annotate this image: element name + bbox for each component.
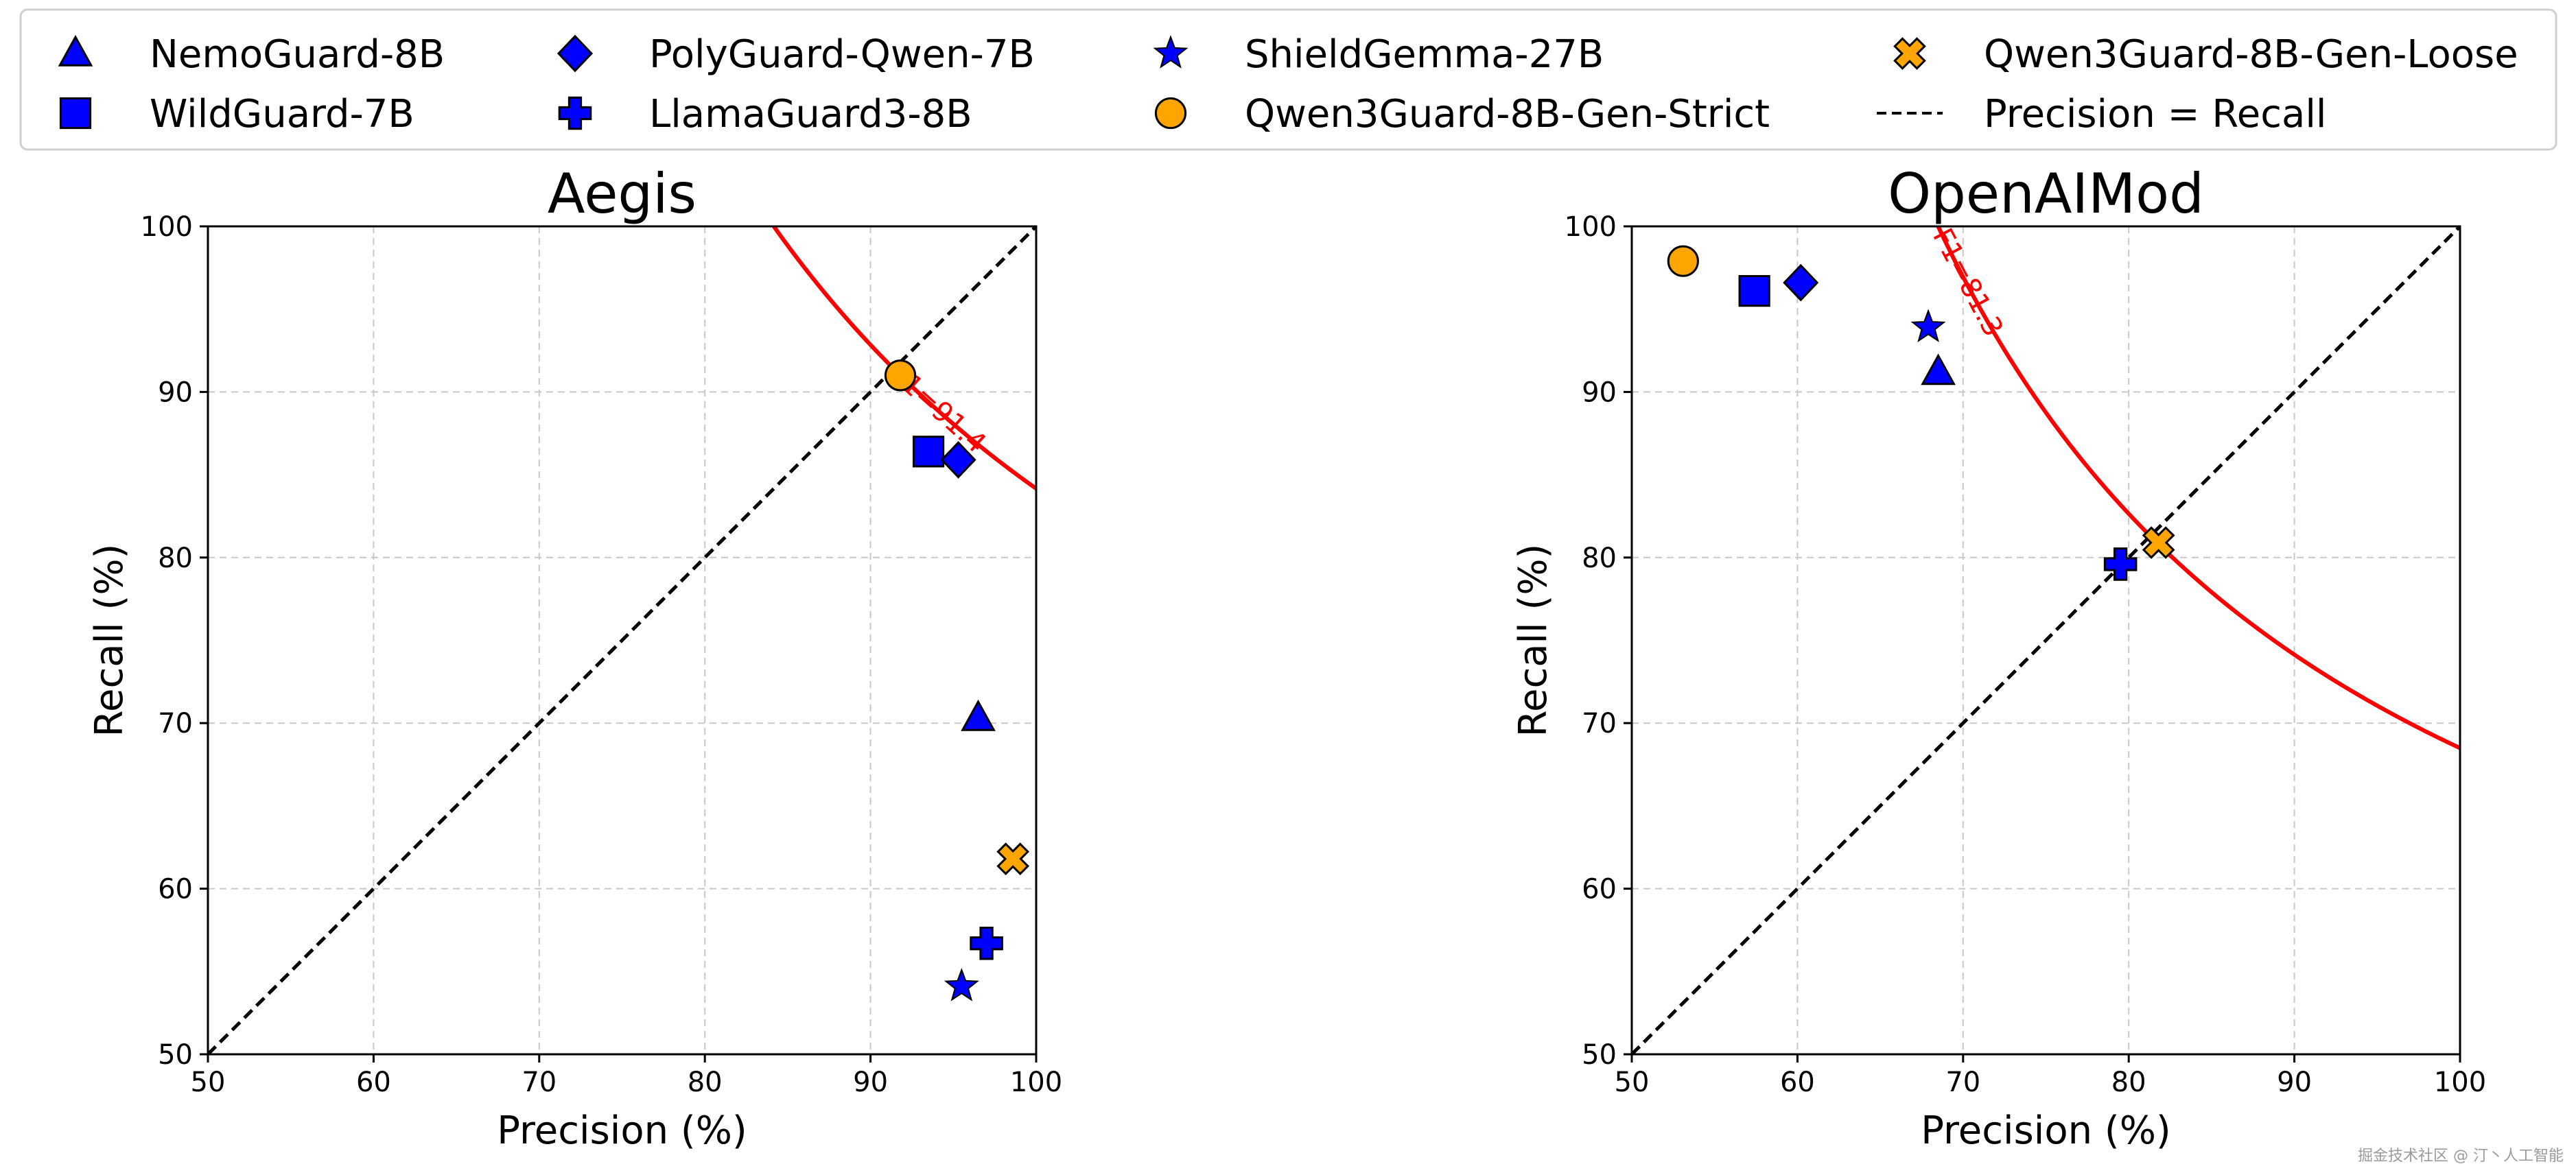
square-marker-icon bbox=[59, 97, 92, 130]
y-tick-label: 50 bbox=[158, 1039, 193, 1071]
y-axis-label: Recall (%) bbox=[1511, 544, 1556, 737]
x-tick-label: 100 bbox=[2434, 1067, 2486, 1098]
point-shieldgemma-27b bbox=[1910, 309, 1946, 342]
legend-item-qwen3guard-8b-gen-loose: Qwen3Guard-8B-Gen-Loose bbox=[1893, 32, 2518, 77]
chart-title: Aegis bbox=[548, 162, 696, 226]
f1-curve bbox=[771, 226, 1036, 490]
x-tick-label: 50 bbox=[1615, 1067, 1650, 1098]
legend-label: LlamaGuard3-8B bbox=[649, 92, 972, 137]
x-tick-label: 50 bbox=[191, 1067, 226, 1098]
plots: F1=91.450 60 70 80 90 1005060708090100AegisPr… bbox=[87, 162, 2486, 1153]
x-marker-icon bbox=[1893, 37, 1926, 70]
legend-item-nemoguard-8b: NemoGuard-8B bbox=[58, 32, 445, 77]
x-tick-label: 100 bbox=[1010, 1067, 1062, 1098]
f1-curve bbox=[1936, 226, 2460, 750]
point-qwen3guard-8b-gen-loose bbox=[2142, 526, 2175, 559]
y-tick-label: 100 bbox=[1565, 211, 1617, 243]
x-tick-label: 70 bbox=[522, 1067, 557, 1098]
watermark: 掘金技术社区 @ 汀丶人工智能 bbox=[2358, 1148, 2564, 1165]
plus-marker-icon bbox=[558, 96, 592, 130]
chart-title: OpenAIMod bbox=[1888, 162, 2204, 226]
diamond-marker-icon bbox=[557, 34, 594, 73]
plot-frame bbox=[1630, 225, 2461, 1056]
point-qwen3guard-8b-gen-strict bbox=[1667, 245, 1699, 277]
point-polyguard-qwen-7b bbox=[940, 440, 976, 479]
y-tick-label: 70 bbox=[1582, 708, 1617, 739]
legend-label: PolyGuard-Qwen-7B bbox=[649, 32, 1035, 77]
point-llamaguard3-8b bbox=[2103, 547, 2138, 581]
legend-item-llamaguard3-8b: LlamaGuard3-8B bbox=[558, 92, 972, 137]
point-llamaguard3-8b bbox=[970, 926, 1003, 960]
point-nemoguard-8b bbox=[1921, 353, 1956, 385]
plot-frame bbox=[207, 225, 1038, 1056]
point-shieldgemma-27b bbox=[944, 968, 979, 1001]
legend-item-wildguard-7b: WildGuard-7B bbox=[59, 92, 414, 137]
x-tick-label: 90 bbox=[2277, 1067, 2312, 1098]
legend-label: Qwen3Guard-8B-Gen-Strict bbox=[1245, 92, 1770, 137]
diagonal-line bbox=[1630, 225, 2461, 1056]
point-wildguard-7b bbox=[1738, 275, 1770, 307]
circle-marker-icon bbox=[1154, 97, 1187, 130]
legend: NemoGuard-8B WildGuard-7B PolyGuard-Qwen-7… bbox=[19, 8, 2557, 151]
triangle-marker-icon bbox=[58, 34, 93, 67]
legend-item-shieldgemma-27b: ShieldGemma-27B bbox=[1153, 32, 1604, 77]
y-tick-label: 50 bbox=[1582, 1039, 1617, 1071]
x-axis-label: Precision (%) bbox=[1921, 1108, 2171, 1153]
y-tick-label: 60 bbox=[158, 874, 193, 905]
y-tick-label: 100 bbox=[141, 211, 193, 243]
y-tick-label: 90 bbox=[1582, 377, 1617, 408]
x-tick-label: 60 bbox=[356, 1067, 391, 1098]
legend-label: ShieldGemma-27B bbox=[1245, 32, 1604, 77]
x-tick-label: 80 bbox=[688, 1067, 723, 1098]
x-tick-label: 70 bbox=[1945, 1067, 1980, 1098]
y-tick-label: 70 bbox=[158, 708, 193, 739]
legend-item-precision-recall: Precision = Recall bbox=[1877, 92, 2326, 137]
x-axis-label: Precision (%) bbox=[497, 1108, 747, 1153]
legend-item-qwen3guard-8b-gen-strict: Qwen3Guard-8B-Gen-Strict bbox=[1154, 92, 1770, 137]
x-tick-label: 80 bbox=[2111, 1067, 2146, 1098]
y-tick-label: 90 bbox=[158, 377, 193, 408]
legend-label: Precision = Recall bbox=[1984, 92, 2326, 137]
point-qwen3guard-8b-gen-strict bbox=[884, 359, 917, 392]
legend-label: WildGuard-7B bbox=[150, 92, 414, 137]
point-polyguard-qwen-7b bbox=[1783, 263, 1819, 302]
legend-label: NemoGuard-8B bbox=[150, 32, 445, 77]
y-axis-label: Recall (%) bbox=[87, 544, 132, 737]
y-tick-label: 60 bbox=[1582, 874, 1617, 905]
point-wildguard-7b bbox=[912, 436, 945, 468]
x-tick-label: 90 bbox=[853, 1067, 888, 1098]
point-nemoguard-8b bbox=[961, 699, 996, 731]
y-tick-label: 80 bbox=[1582, 543, 1617, 574]
point-qwen3guard-8b-gen-loose bbox=[996, 842, 1030, 875]
legend-label: Qwen3Guard-8B-Gen-Loose bbox=[1984, 32, 2518, 77]
panel-aegis: F1=91.450 60 70 80 90 1005060708090100AegisPr… bbox=[87, 162, 1062, 1153]
legend-item-polyguard-qwen-7b: PolyGuard-Qwen-7B bbox=[557, 32, 1035, 77]
x-tick-label: 60 bbox=[1780, 1067, 1815, 1098]
diagonal-line bbox=[207, 225, 1038, 1056]
panel-openaimod: F1=81.350 60 70 80 90 1005060708090100OpenAIM… bbox=[1511, 162, 2486, 1153]
y-tick-label: 80 bbox=[158, 543, 193, 574]
star-marker-icon bbox=[1153, 35, 1189, 69]
